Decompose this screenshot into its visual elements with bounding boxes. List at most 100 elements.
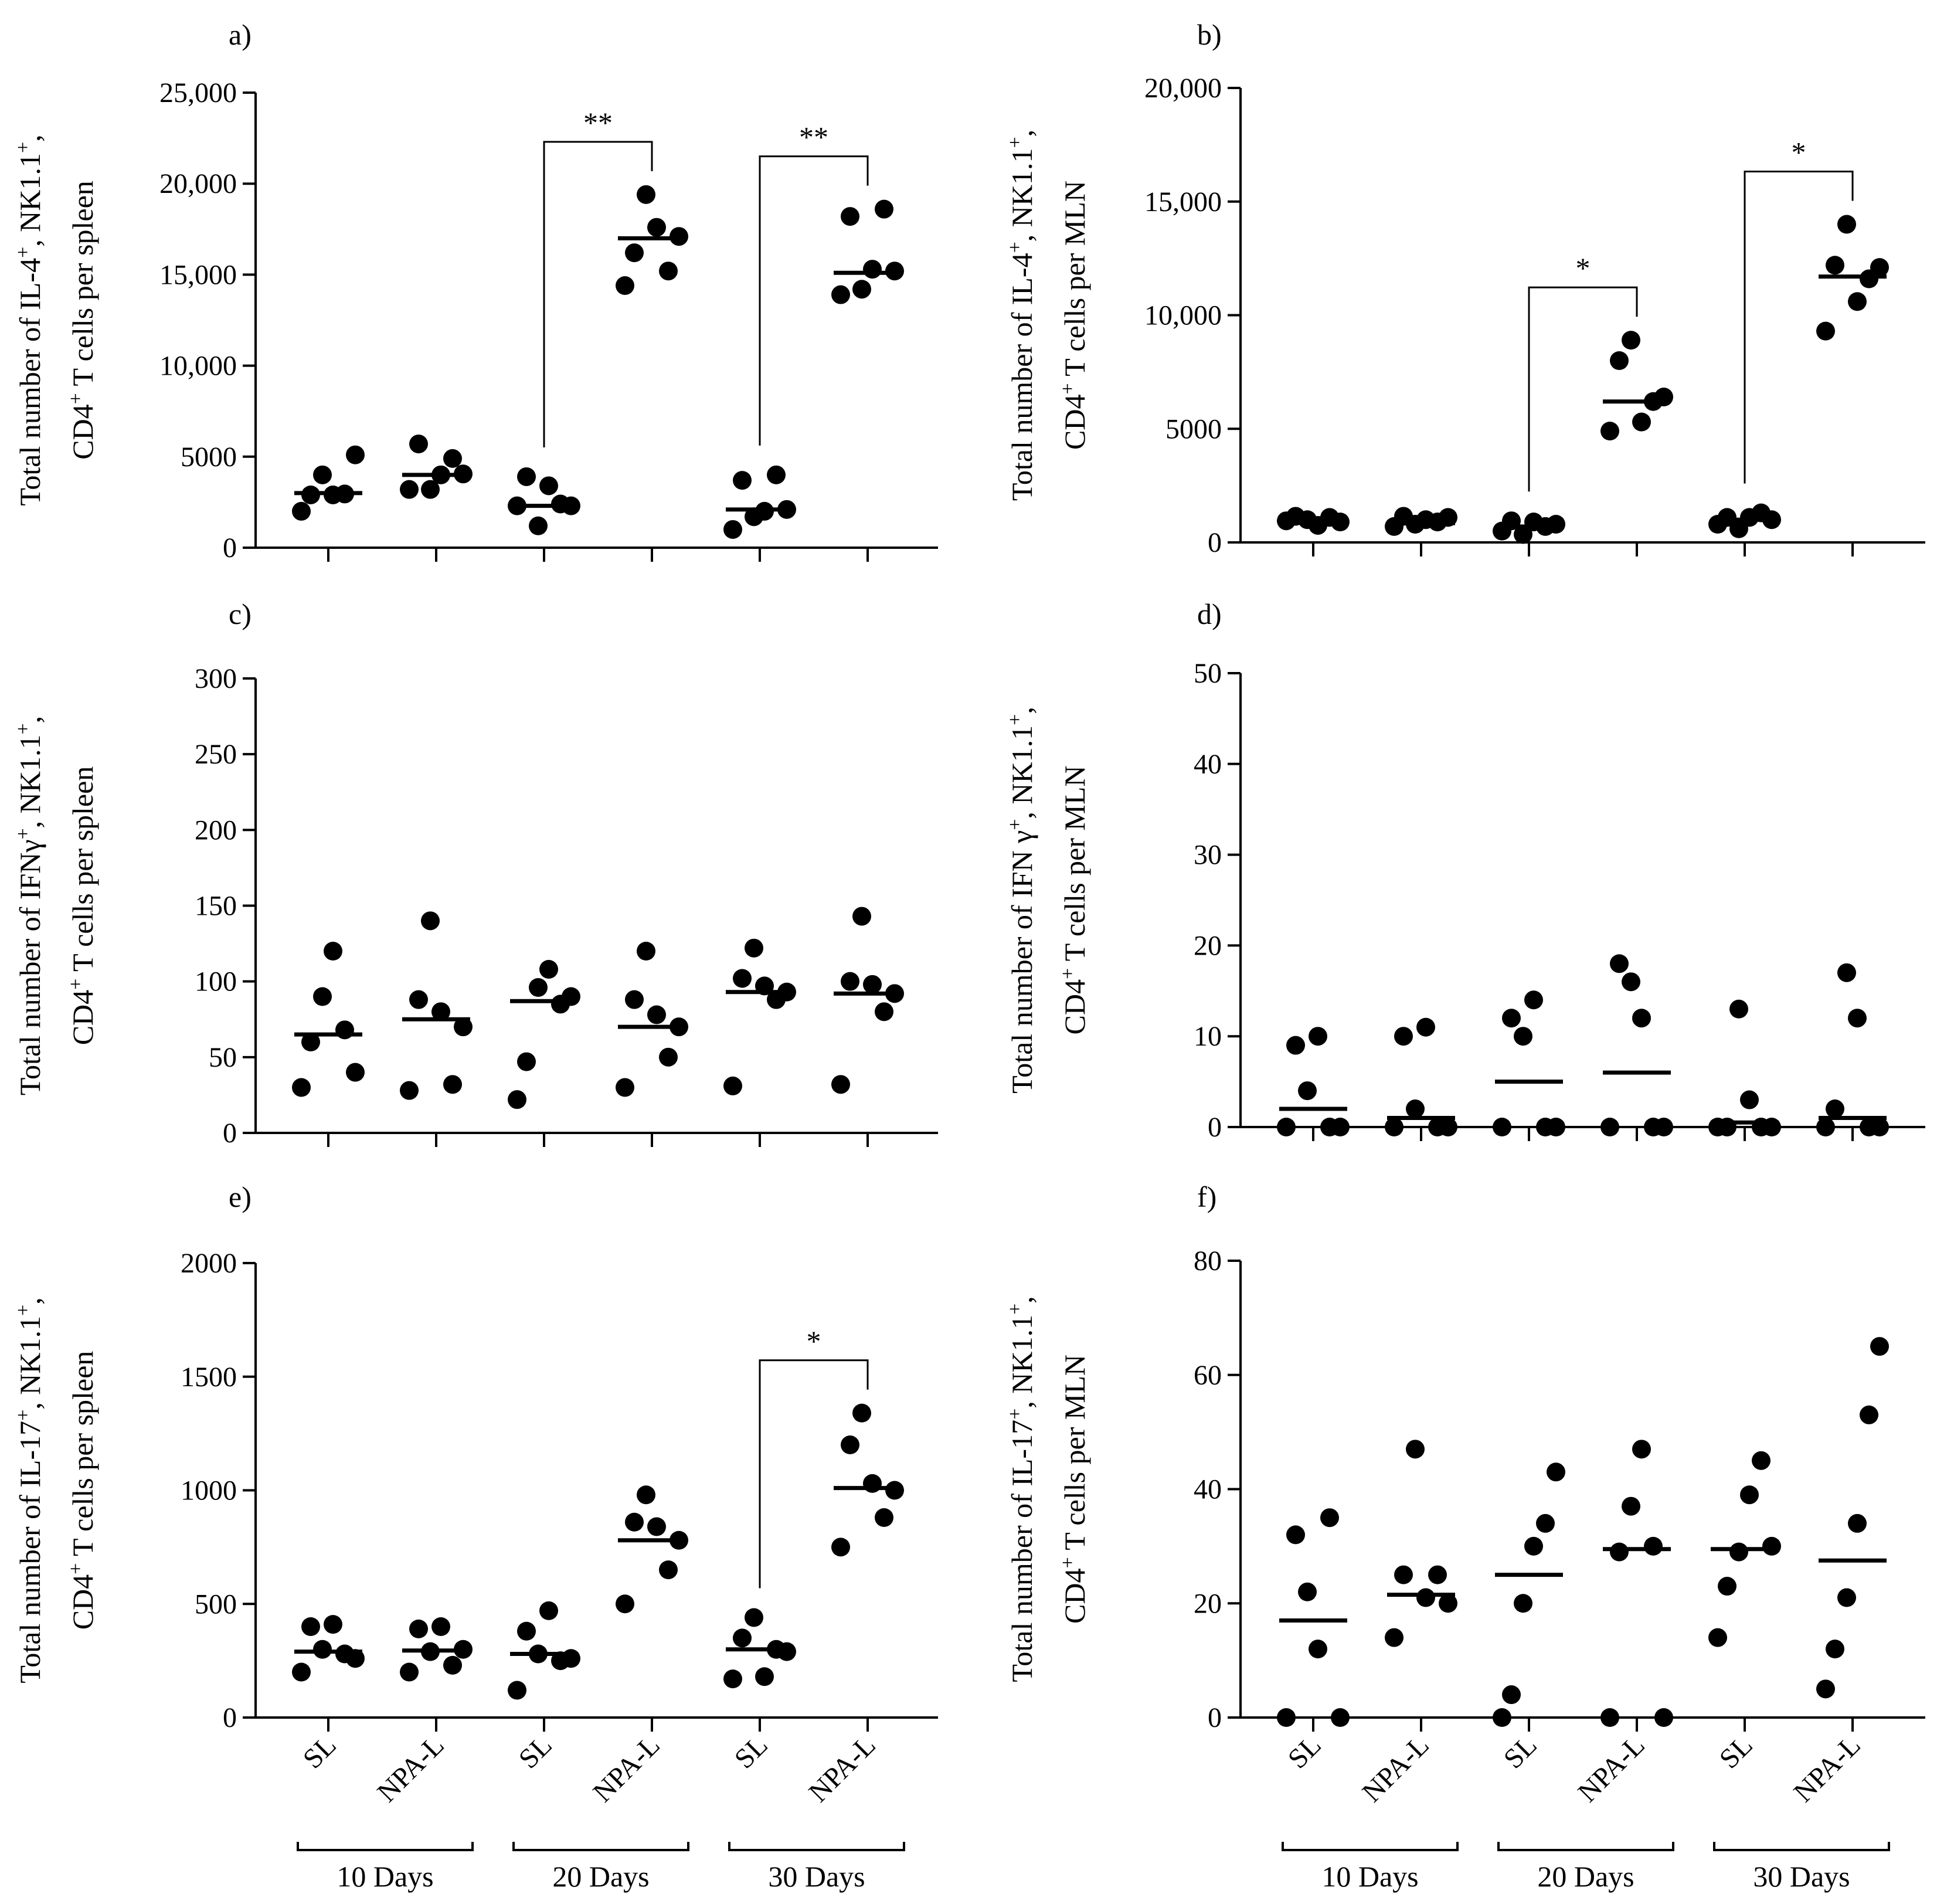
- data-point: [1870, 1337, 1889, 1356]
- data-point: [647, 218, 666, 237]
- y-tick-label: 80: [1194, 1245, 1222, 1277]
- label-text: T cells per MLN: [1058, 766, 1091, 968]
- group-bracket: [1497, 1842, 1674, 1851]
- y-axis-label-line-1: Total number of IL-17+, NK1.1+,: [12, 1297, 47, 1683]
- data-point: [301, 1033, 320, 1051]
- y-tick-label: 100: [195, 966, 237, 997]
- y-tick-label: 1000: [181, 1475, 237, 1506]
- data-point: [1298, 1582, 1317, 1601]
- data-point: [1524, 990, 1543, 1010]
- data-point: [1394, 1027, 1413, 1046]
- x-category-label: SL: [1498, 1729, 1543, 1774]
- data-point: [1309, 1640, 1327, 1659]
- data-point: [777, 1642, 796, 1661]
- y-axis-label-line-2: CD4+ T cells per MLN: [1057, 181, 1092, 450]
- data-point: [841, 1435, 859, 1454]
- data-point: [733, 471, 752, 490]
- y-tick-label: 20: [1194, 1588, 1222, 1619]
- data-point: [1860, 1405, 1878, 1424]
- data-point: [831, 1538, 850, 1557]
- data-point: [863, 975, 882, 994]
- superscript: +: [12, 247, 34, 258]
- group-bracket: [297, 1842, 474, 1851]
- label-text: , NK1.1: [1005, 148, 1038, 242]
- superscript: +: [1004, 1304, 1026, 1315]
- group-label: 30 Days: [1753, 1860, 1850, 1893]
- superscript: +: [1057, 1557, 1079, 1568]
- data-point: [625, 243, 644, 263]
- group-bracket: [1713, 1842, 1890, 1851]
- x-category-label: NPA-L: [803, 1729, 881, 1808]
- data-point: [443, 449, 462, 468]
- data-point: [539, 960, 558, 979]
- y-tick-label: 5000: [181, 442, 237, 473]
- data-point: [400, 1662, 419, 1682]
- superscript: +: [12, 142, 34, 153]
- data-point: [755, 1667, 774, 1686]
- superscript: +: [1057, 383, 1079, 394]
- data-point: [875, 1508, 893, 1527]
- label-text: ,: [1005, 1296, 1038, 1304]
- significance-label: *: [1576, 252, 1591, 284]
- y-axis-label-line-1: Total number of IL-17+, NK1.1+,: [1004, 1296, 1039, 1682]
- label-text: ,: [13, 1297, 46, 1305]
- data-point: [292, 1662, 311, 1682]
- data-point: [421, 480, 440, 499]
- label-text: T cells per MLN: [1058, 181, 1091, 383]
- data-point: [292, 501, 311, 521]
- label-text: ,: [13, 134, 46, 142]
- x-category-label: SL: [729, 1729, 774, 1774]
- data-point: [431, 1002, 450, 1021]
- panel-label-e: e): [229, 1180, 252, 1213]
- data-point: [1632, 1009, 1651, 1028]
- data-point: [1286, 1525, 1305, 1545]
- data-point: [1514, 525, 1532, 544]
- data-point: [659, 1560, 678, 1580]
- data-point: [313, 1640, 332, 1659]
- data-point: [1493, 1118, 1511, 1136]
- data-point: [745, 1608, 763, 1627]
- group-label: 10 Days: [337, 1860, 433, 1893]
- panel-label-b: b): [1197, 18, 1222, 51]
- data-point: [1331, 1708, 1350, 1727]
- x-category-label: NPA-L: [1788, 1729, 1866, 1808]
- y-tick-label: 0: [223, 1702, 237, 1733]
- y-tick-label: 15,000: [159, 259, 237, 290]
- data-point: [313, 465, 332, 484]
- label-text: T cells per spleen: [66, 181, 99, 393]
- data-point: [831, 285, 850, 304]
- data-point: [1286, 1036, 1305, 1055]
- y-tick-label: 25,000: [159, 77, 237, 108]
- data-point: [1439, 1594, 1457, 1613]
- superscript: +: [65, 393, 87, 404]
- label-text: Total number of IL-17: [1005, 1420, 1038, 1682]
- data-point: [1385, 1628, 1404, 1647]
- data-point: [863, 260, 882, 279]
- label-text: ,: [1005, 707, 1038, 714]
- data-point: [1428, 1565, 1447, 1584]
- label-text: T cells per spleen: [66, 766, 99, 979]
- y-tick-label: 20: [1194, 930, 1222, 961]
- x-category-label: SL: [297, 1729, 342, 1774]
- superscript: +: [1004, 137, 1026, 148]
- data-point: [659, 1047, 678, 1067]
- data-point: [1600, 1708, 1619, 1727]
- data-point: [1502, 1685, 1521, 1705]
- data-point: [767, 465, 786, 484]
- data-point: [529, 516, 548, 535]
- data-point: [1654, 1708, 1673, 1727]
- data-point: [324, 942, 342, 961]
- y-axis-label-line-1: Total number of IL-4+, NK1.1+,: [1004, 130, 1039, 501]
- group-bracket: [512, 1842, 689, 1851]
- significance-bracket: [759, 155, 869, 446]
- superscript: +: [1004, 819, 1026, 830]
- superscript: +: [12, 1410, 34, 1421]
- y-axis-label-line-1: Total number of IFN γ+, NK1.1+,: [1004, 707, 1039, 1094]
- label-text: CD4: [66, 1574, 99, 1630]
- x-category-label: SL: [513, 1729, 558, 1774]
- data-point: [1826, 1640, 1844, 1659]
- y-tick-label: 300: [195, 663, 237, 694]
- group-label: 20 Days: [552, 1860, 649, 1893]
- label-text: CD4: [1058, 1569, 1091, 1624]
